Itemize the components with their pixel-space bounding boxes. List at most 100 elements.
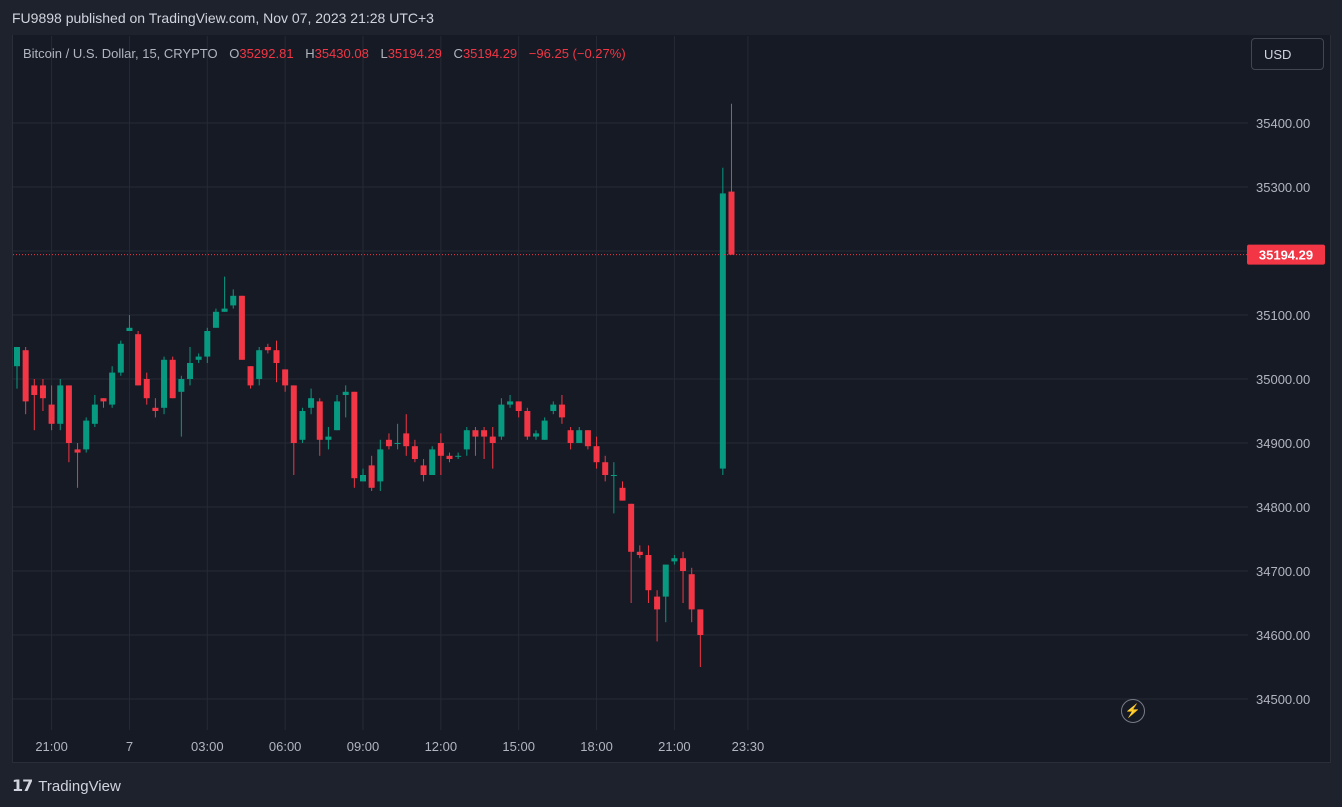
chart-panel[interactable] (12, 35, 1331, 763)
candle (238, 295, 245, 360)
y-tick-label: 34700.00 (1256, 564, 1310, 579)
candle-body (169, 359, 176, 399)
candle-body (178, 379, 185, 392)
candle-body (507, 401, 514, 405)
candle-body (342, 391, 349, 395)
candle-body (74, 449, 81, 453)
candle (290, 385, 297, 475)
candle (230, 289, 237, 309)
ohlc-legend: Bitcoin / U.S. Dollar, 15, CRYPTO O35292… (23, 46, 626, 61)
low-label: L (380, 46, 388, 61)
candle (377, 439, 384, 491)
candle (662, 564, 669, 623)
x-tick-label: 12:00 (425, 739, 458, 754)
x-tick-label: 06:00 (269, 739, 302, 754)
candle-body (385, 439, 392, 447)
price-axis: 35400.00 35300.00 35100.00 35000.00 34900.00… (1256, 116, 1310, 707)
candle (481, 427, 488, 459)
candle (342, 385, 349, 418)
candle-body (403, 433, 410, 447)
candle (143, 372, 150, 405)
candle-body (282, 369, 289, 386)
candle (117, 340, 124, 376)
tradingview-logo-icon: 𝟭𝟳 (12, 778, 33, 795)
candle-body (273, 350, 280, 363)
candle (636, 545, 643, 559)
candle-body (360, 475, 366, 482)
candle-body (57, 385, 64, 424)
y-tick-label: 34900.00 (1256, 436, 1310, 451)
lightning-icon[interactable]: ⚡ (1121, 699, 1145, 723)
candle (282, 369, 289, 392)
candle-body (83, 420, 90, 450)
candle-body (576, 430, 583, 443)
candle-body (429, 449, 436, 475)
candle (299, 407, 306, 443)
y-tick-label: 35300.00 (1256, 180, 1310, 195)
candle (22, 347, 29, 415)
candle-body (463, 430, 470, 450)
currency-button[interactable]: USD (1251, 38, 1324, 70)
candle (169, 356, 176, 399)
candle-body (325, 436, 332, 440)
candle-body (48, 404, 55, 424)
x-tick-label: 21:00 (658, 739, 691, 754)
change-value: −96.25 (−0.27%) (528, 46, 626, 61)
candle-body (654, 596, 661, 610)
candle (472, 427, 479, 456)
candle-body (498, 404, 505, 437)
last-price-badge (1247, 244, 1325, 265)
open-value: 35292.81 (239, 46, 294, 61)
candle (334, 395, 341, 431)
last-price-marker: 35194.29 (13, 244, 1325, 265)
candle-body (22, 350, 29, 402)
candle-body (610, 475, 617, 476)
candle-body (645, 555, 652, 591)
candle-body (377, 449, 384, 482)
candle (360, 468, 366, 482)
candle (31, 379, 38, 431)
candle (204, 327, 211, 363)
candle-body (567, 430, 574, 443)
candle-body (161, 359, 168, 408)
candle-body (143, 379, 150, 399)
candle (187, 347, 193, 386)
candle (688, 567, 695, 623)
candle (507, 395, 514, 408)
candle-body (515, 401, 522, 411)
candle-body (688, 574, 695, 610)
candle (437, 433, 444, 475)
candle (593, 436, 600, 469)
candle (100, 398, 107, 408)
y-tick-label: 34800.00 (1256, 500, 1310, 515)
low-value: 35194.29 (387, 46, 442, 61)
candle-body (91, 404, 98, 424)
candles (14, 103, 735, 667)
time-axis: 21:00 7 03:00 06:00 09:00 12:00 15:00 18:00 21:0… (35, 739, 764, 754)
last-price-label: 35194.29 (1259, 248, 1313, 263)
candle (135, 331, 142, 386)
candle (610, 462, 617, 514)
candle-body (109, 372, 116, 405)
candle (619, 481, 626, 501)
candle (584, 430, 591, 450)
candle (368, 455, 375, 491)
candle (161, 356, 168, 415)
candle-body (524, 411, 531, 437)
candle-body (680, 558, 687, 571)
candle-body (619, 487, 626, 501)
brand-name: TradingView (38, 777, 121, 795)
candle (74, 443, 81, 488)
y-tick-label: 35100.00 (1256, 308, 1310, 323)
candle-body (584, 430, 591, 447)
candle (178, 375, 185, 437)
candle (48, 385, 55, 431)
y-tick-label: 35400.00 (1256, 116, 1310, 131)
candle (411, 439, 418, 463)
candle (728, 103, 735, 255)
symbol-title: Bitcoin / U.S. Dollar, 15, CRYPTO (23, 46, 218, 61)
candle (351, 391, 358, 488)
candle (316, 398, 323, 456)
candle-body (152, 407, 159, 411)
